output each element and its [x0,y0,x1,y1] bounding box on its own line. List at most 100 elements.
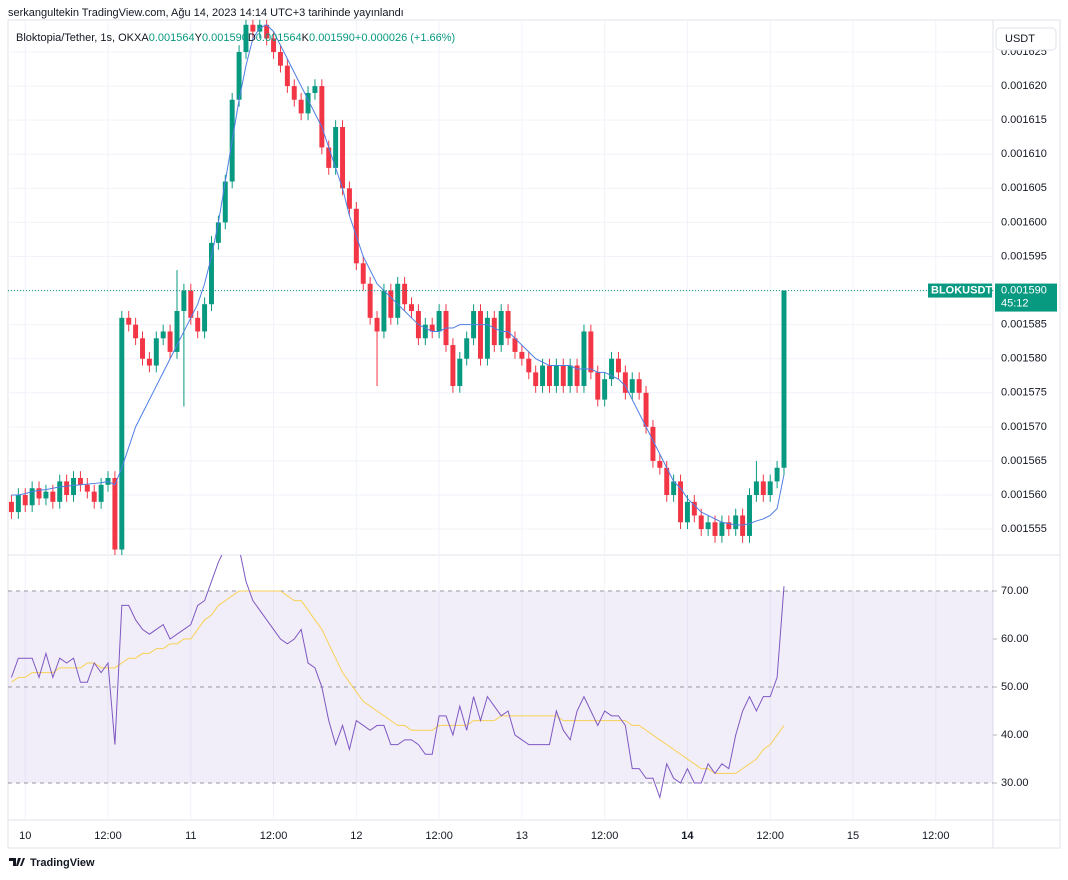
x-tick-label: 14 [681,830,694,842]
candle-body [533,372,539,386]
candle-body [643,392,649,427]
candle-body [340,127,346,189]
x-tick-label: 12:00 [756,830,784,842]
candle-body [740,515,746,536]
price-pane [8,20,993,555]
candle-body [174,311,180,352]
candle-body [305,92,311,114]
candle-body [595,372,601,400]
candle-body [395,283,401,318]
symbol-title: Bloktopia/Tether, 1s, OKX [16,32,142,44]
candle-body [126,317,132,325]
candle-body [388,290,394,318]
candle-body [264,24,270,39]
candle-body [602,379,608,400]
candle-body [574,365,580,386]
ohlc-value: 0.001564 [256,32,302,44]
candle-body [588,331,594,373]
candle-body [567,365,573,386]
candle-body [112,477,118,550]
candle-body [560,365,566,386]
candle-body [409,304,415,312]
ohlc-value: 0.001564 [149,32,195,44]
y-tick-label: 30.00 [1001,777,1029,789]
candle-body [146,358,152,366]
rsi-line [11,590,785,774]
moving-average-line [11,24,785,526]
y-tick-label: 0.001570 [1001,421,1047,433]
candle-body [726,522,732,530]
candle-body [484,317,490,359]
candle-body [712,522,718,536]
y-tick-label: 0.001605 [1001,182,1047,194]
x-tick-label: 13 [516,830,528,842]
y-tick-label: 60.00 [1001,633,1029,645]
candle-body [22,495,28,506]
candle-body [98,484,104,502]
publish-note: serkangultekin TradingView.com, Ağu 14, … [8,7,404,19]
candle-body [319,86,325,148]
y-tick-label: 0.001565 [1001,455,1047,467]
ohlc-key: D [248,32,256,44]
rsi-line [10,555,785,800]
candle-body [64,481,70,496]
candle-body [333,127,339,168]
candle-body [181,290,187,312]
candle-body [271,38,277,53]
currency-box[interactable] [995,27,1057,51]
candle-body [360,263,366,284]
y-tick-label: 0.001560 [1001,489,1047,501]
candle-body [36,488,42,499]
candle-body [671,481,677,496]
candle-body [277,52,283,66]
candle-body [71,477,77,496]
candle-body [498,311,504,346]
candle-body [719,522,725,536]
candle-body [491,317,497,346]
chart-frame [7,19,1061,849]
brand-logo [9,858,25,866]
ohlc-value: 0.001590 [202,32,248,44]
candle-body [609,358,615,380]
symbol-label: BLOKUSDT [931,284,992,296]
candle-body [202,304,208,332]
legend: Bloktopia/Tether, 1s, OKXA0.001564Y0.001… [16,32,455,44]
candle-body [636,379,642,393]
ohlc-key: A [141,32,149,44]
x-tick-label: 12:00 [591,830,619,842]
candle-body [774,467,780,482]
candle-body [8,501,14,513]
candle-body [684,501,690,523]
x-tick-label: 10 [19,830,31,842]
rsi-pane [8,555,993,800]
candle-body [760,481,766,496]
candle-body [236,52,242,100]
price-tag [995,283,1057,312]
rsi-band [8,591,993,784]
candle-body [188,290,194,318]
candle-body [140,338,145,359]
x-tick-label: 12 [350,830,362,842]
y-tick-label: 0.001595 [1001,250,1047,262]
candle-body [581,331,587,386]
candle-body [402,283,408,305]
candle-body [457,358,463,386]
candle-body [346,188,352,209]
candle-body [553,365,559,386]
candle-body [753,481,759,496]
y-tick-label: 0.001620 [1001,80,1047,92]
y-tick-label: 0.001615 [1001,114,1047,126]
y-tick-label: 70.00 [1001,585,1029,597]
symbol-tag [928,283,992,298]
change-value: +0.000026 (+1.66%) [355,32,455,44]
candle-body [698,515,704,530]
candle-body [629,379,635,393]
candle-body [77,477,83,485]
candle-body [526,358,532,373]
candle-body [429,324,435,332]
candle-body [747,495,752,536]
ohlc-key: Y [195,32,203,44]
y-tick-label: 0.001610 [1001,148,1047,160]
candle-body [705,522,711,530]
